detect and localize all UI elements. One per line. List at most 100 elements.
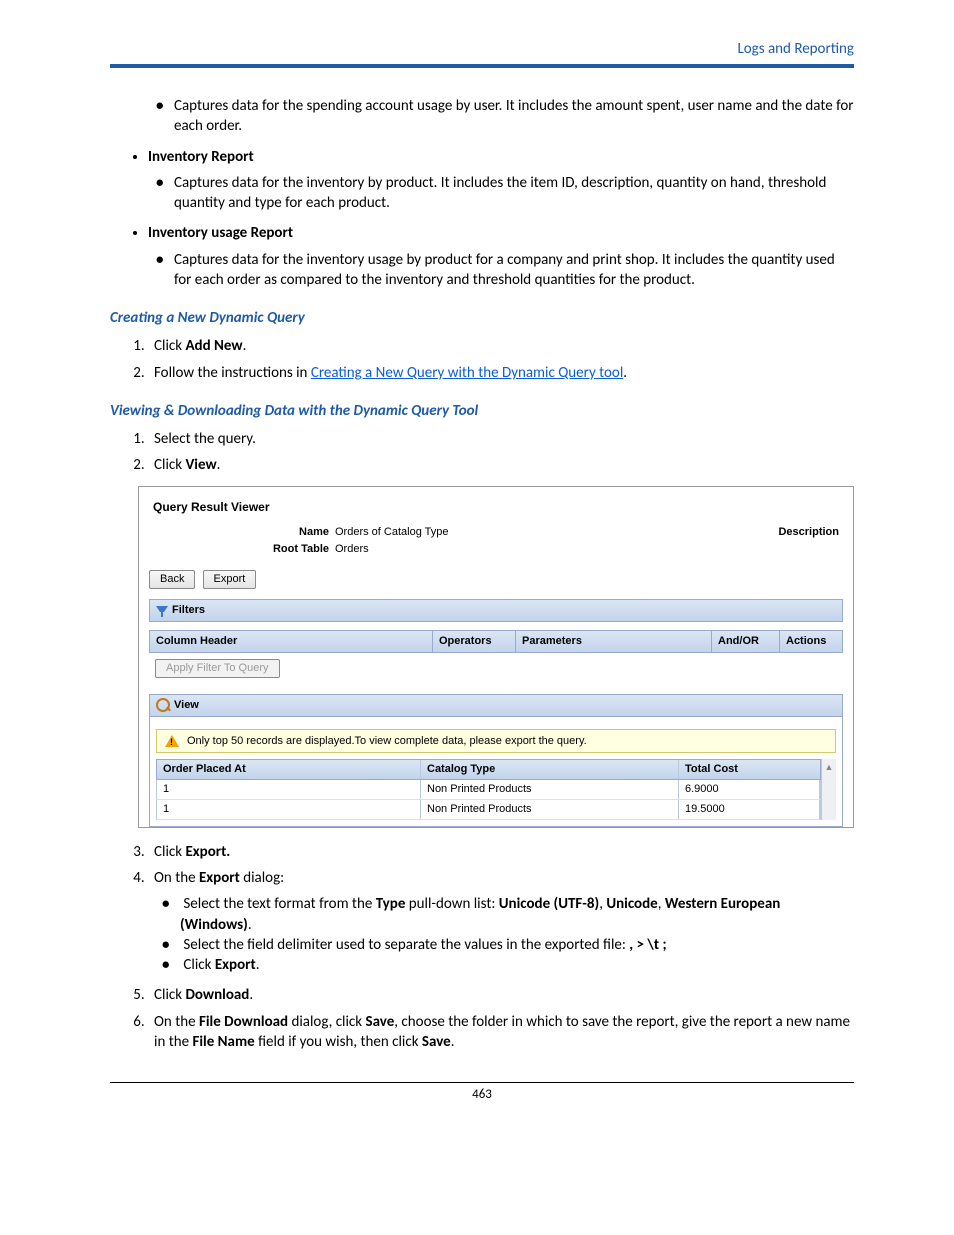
warning-box: Only top 50 records are displayed.To vie… <box>156 729 836 754</box>
sub-step: Select the text format from the Type pul… <box>180 894 854 935</box>
query-viewer-screenshot: Query Result Viewer Name Orders of Catal… <box>138 486 854 828</box>
filters-label: Filters <box>172 603 205 618</box>
document-page: Logs and Reporting Captures data for the… <box>0 0 954 1142</box>
view-icon <box>156 698 170 712</box>
text: field if you wish, then click <box>255 1033 422 1051</box>
ui-term: Export. <box>185 843 230 861</box>
list-item: Inventory Report Captures data for the i… <box>148 147 854 214</box>
step: Click Add New. <box>148 336 854 356</box>
col-header: Column Header <box>150 631 433 652</box>
report-title: Inventory Report <box>148 148 254 166</box>
col-operators: Operators <box>433 631 516 652</box>
cell: 19.5000 <box>679 800 820 819</box>
step: On the File Download dialog, click Save,… <box>148 1012 854 1053</box>
text: . <box>249 986 253 1004</box>
col-actions: Actions <box>780 631 842 652</box>
filters-panel-header[interactable]: Filters <box>149 599 843 622</box>
name-value: Orders of Catalog Type <box>335 525 449 540</box>
text: Select the field delimiter used to separ… <box>183 936 629 954</box>
text: dialog: <box>240 869 284 887</box>
text: Select the text format from the <box>183 895 375 913</box>
text: dialog, click <box>288 1013 365 1031</box>
section-heading: Viewing & Downloading Data with the Dyna… <box>110 401 854 421</box>
text: pull-down list: <box>405 895 498 913</box>
ui-term: Add New <box>185 337 242 355</box>
header-section: Logs and Reporting <box>110 40 854 64</box>
ui-term: File Download <box>199 1013 288 1031</box>
description-label: Description <box>778 525 843 540</box>
th-catalog-type: Catalog Type <box>421 760 679 779</box>
ui-term: Export <box>215 956 256 974</box>
filter-icon <box>156 606 168 616</box>
step: Click Download. <box>148 985 854 1005</box>
ui-term: , > \t ; <box>629 936 666 954</box>
text: . <box>256 956 260 974</box>
text: Click <box>154 986 185 1004</box>
text: . <box>623 364 627 382</box>
bullet-item: Captures data for the inventory by produ… <box>174 173 854 214</box>
text: Click <box>154 456 185 474</box>
header-rule <box>110 64 854 68</box>
cross-ref-link[interactable]: Creating a New Query with the Dynamic Qu… <box>311 364 623 382</box>
name-label: Name <box>149 525 335 540</box>
step: Click View. <box>148 455 854 475</box>
text: Click <box>183 956 214 974</box>
cell: 1 <box>157 800 421 819</box>
text: Follow the instructions in <box>154 364 311 382</box>
ui-term: File Name <box>192 1033 254 1051</box>
text: . <box>243 337 247 355</box>
list-item: Inventory usage Report Captures data for… <box>148 223 854 290</box>
export-button[interactable]: Export <box>203 570 257 589</box>
ui-term: View <box>185 456 216 474</box>
ui-term: Type <box>376 895 406 913</box>
th-total-cost: Total Cost <box>679 760 820 779</box>
cell: 1 <box>157 780 421 799</box>
ui-term: Unicode (UTF-8) <box>499 895 599 913</box>
report-title: Inventory usage Report <box>148 224 293 242</box>
filter-columns-header: Column Header Operators Parameters And/O… <box>149 630 843 653</box>
cell: Non Printed Products <box>421 800 679 819</box>
text: . <box>217 456 221 474</box>
table-row: 1 Non Printed Products 19.5000 <box>156 800 821 820</box>
text: , <box>658 895 665 913</box>
step: Select the query. <box>148 429 854 449</box>
bullet-item: Captures data for the spending account u… <box>174 96 854 137</box>
cell: 6.9000 <box>679 780 820 799</box>
text: Click <box>154 843 185 861</box>
scrollbar[interactable]: ▲ <box>821 759 836 820</box>
table-row: 1 Non Printed Products 6.9000 <box>156 780 821 800</box>
cell: Non Printed Products <box>421 780 679 799</box>
text: . <box>248 916 252 934</box>
th-order-placed: Order Placed At <box>157 760 421 779</box>
text: Click <box>154 337 185 355</box>
col-parameters: Parameters <box>516 631 712 652</box>
text: . <box>451 1033 455 1051</box>
root-table-label: Root Table <box>149 542 335 557</box>
data-table-header: Order Placed At Catalog Type Total Cost <box>156 759 821 780</box>
text: On the <box>154 869 199 887</box>
ui-term: Save <box>422 1033 451 1051</box>
ui-term: Unicode <box>606 895 657 913</box>
back-button[interactable]: Back <box>149 570 195 589</box>
root-table-value: Orders <box>335 542 369 557</box>
step: On the Export dialog: Select the text fo… <box>148 868 854 975</box>
step: Click Export. <box>148 842 854 862</box>
sub-step: Select the field delimiter used to separ… <box>180 935 854 955</box>
text: On the <box>154 1013 199 1031</box>
bullet-item: Captures data for the inventory usage by… <box>174 250 854 291</box>
step: Follow the instructions in Creating a Ne… <box>148 363 854 383</box>
warning-text: Only top 50 records are displayed.To vie… <box>187 734 587 749</box>
view-label: View <box>174 698 199 713</box>
viewer-title: Query Result Viewer <box>153 499 843 515</box>
col-andor: And/OR <box>712 631 780 652</box>
body-text: Captures data for the spending account u… <box>110 96 854 1052</box>
view-panel-header[interactable]: View <box>149 694 843 717</box>
apply-filter-button: Apply Filter To Query <box>155 659 280 678</box>
ui-term: Download <box>185 986 249 1004</box>
warning-icon <box>165 735 179 747</box>
section-heading: Creating a New Dynamic Query <box>110 308 854 328</box>
ui-term: Export <box>199 869 240 887</box>
sub-step: Click Export. <box>180 955 854 975</box>
ui-term: Save <box>366 1013 395 1031</box>
page-number: 463 <box>110 1082 854 1102</box>
